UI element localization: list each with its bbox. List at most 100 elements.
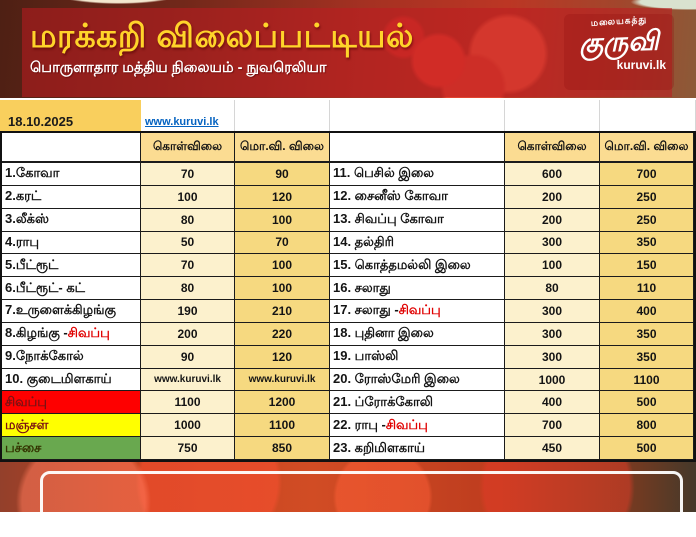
buy-price-right-4: 100: [505, 254, 600, 278]
row-label-text: 11. பெசில் இலை: [333, 165, 435, 181]
retail-price-right-9: 1100: [600, 368, 694, 392]
buy-price-left-5: 80: [141, 277, 235, 301]
col-header-retail-left: மொ.வி. விலை: [235, 133, 330, 163]
retail-price-right-1: 250: [600, 185, 694, 209]
buy-price-right-10: 400: [505, 391, 600, 415]
buy-price-right-11: 700: [505, 414, 600, 438]
buy-price-left-10: 1100: [141, 391, 235, 415]
footer-white-frame: [40, 471, 683, 537]
row-label-left-2: 3.லீக்ஸ்: [2, 208, 141, 232]
buy-price-right-9: 1000: [505, 368, 600, 392]
row-label-left-9: 10. குடைமிளகாய்: [2, 368, 141, 392]
retail-price-left-10: 1200: [235, 391, 330, 415]
date-row: 18.10.2025 www.kuruvi.lk: [0, 100, 696, 131]
buy-price-right-2: 200: [505, 208, 600, 232]
website-link[interactable]: www.kuruvi.lk: [145, 116, 219, 128]
row-label-right-6: 17. சலாது - சிவப்பு: [330, 300, 505, 323]
row-label-right-3: 14. தல்திரி: [330, 231, 505, 255]
row-label-right-11: 22. ராபு - சிவப்பு: [330, 414, 505, 438]
buy-price-left-4: 70: [141, 254, 235, 278]
row-label-text: 13. சிவப்பு கோவா: [333, 211, 444, 227]
retail-price-left-1: 120: [235, 185, 330, 209]
page-title: மரக்கறி விலைப்பட்டியல்: [30, 17, 414, 54]
row-label-left-6: 7.உருளைக்கிழங்கு: [2, 300, 141, 323]
row-label-right-1: 12. சைனீஸ் கோவா: [330, 185, 505, 209]
row-label-left-0: 1.கோவா: [2, 163, 141, 186]
price-table: கொள்விலை மொ.வி. விலை கொள்விலை மொ.வி. வில…: [0, 131, 696, 462]
retail-price-left-4: 100: [235, 254, 330, 278]
retail-price-right-8: 350: [600, 345, 694, 369]
buy-price-right-8: 300: [505, 345, 600, 369]
row-label-text: 2.கரட்: [5, 188, 42, 204]
header-blank-left: [2, 133, 141, 163]
row-label-left-10: சிவப்பு: [2, 391, 141, 415]
date-cell: 18.10.2025: [0, 100, 141, 131]
buy-price-left-9: www.kuruvi.lk: [141, 368, 235, 392]
row-label-left-8: 9.நோக்கோல்: [2, 345, 141, 369]
row-label-right-2: 13. சிவப்பு கோவா: [330, 208, 505, 232]
logo-site-text: kuruvi.lk: [616, 57, 666, 72]
row-label-text: 10. குடைமிளகாய்: [5, 371, 112, 387]
row-label-right-12: 23. கறிமிளகாய்: [330, 437, 505, 460]
buy-price-left-11: 1000: [141, 414, 235, 438]
row-label-right-8: 19. பாஸ்லி: [330, 345, 505, 369]
empty-cell: [505, 100, 600, 131]
row-label-right-7: 18. புதினா இலை: [330, 322, 505, 346]
buy-price-right-3: 300: [505, 231, 600, 255]
retail-price-left-8: 120: [235, 345, 330, 369]
banner-text-block: மரக்கறி விலைப்பட்டியல் பொருளாதார மத்திய …: [30, 17, 414, 78]
row-label-left-1: 2.கரட்: [2, 185, 141, 209]
retail-price-right-5: 110: [600, 277, 694, 301]
retail-price-right-6: 400: [600, 300, 694, 323]
retail-price-left-3: 70: [235, 231, 330, 255]
row-label-red-text: சிவப்பு: [398, 302, 441, 318]
date-label: 18.10.2025: [8, 114, 74, 129]
row-label-text: 9.நோக்கோல்: [5, 348, 84, 364]
row-label-text: 15. கொத்தமல்லி இலை: [333, 256, 471, 272]
col-header-buy-right: கொள்விலை: [505, 133, 600, 163]
buy-price-left-3: 50: [141, 231, 235, 255]
header-blank-right: [330, 133, 505, 163]
row-label-text: 21. ப்ரோக்கோலி: [333, 393, 433, 409]
row-label-text: 16. சலாது: [333, 279, 391, 295]
row-label-right-5: 16. சலாது: [330, 277, 505, 301]
banner-red-overlay: [22, 8, 672, 97]
row-label-text: 23. கறிமிளகாய்: [333, 439, 425, 455]
retail-price-right-11: 800: [600, 414, 694, 438]
retail-price-left-6: 210: [235, 300, 330, 323]
row-label-right-9: 20. ரோஸ்மேரி இலை: [330, 368, 505, 392]
row-label-right-4: 15. கொத்தமல்லி இலை: [330, 254, 505, 278]
row-label-text: 22. ராபு -: [333, 416, 386, 432]
row-label-text: 19. பாஸ்லி: [333, 348, 399, 364]
buy-price-right-6: 300: [505, 300, 600, 323]
row-label-right-10: 21. ப்ரோக்கோலி: [330, 391, 505, 415]
buy-price-right-7: 300: [505, 322, 600, 346]
buy-price-right-12: 450: [505, 437, 600, 460]
kuruvi-logo: மலையகத்து குருவி kuruvi.lk: [564, 14, 674, 90]
buy-price-left-6: 190: [141, 300, 235, 323]
empty-cell: [235, 100, 330, 131]
row-label-text: 20. ரோஸ்மேரி இலை: [333, 371, 460, 387]
buy-price-right-0: 600: [505, 163, 600, 186]
row-label-text: 7.உருளைக்கிழங்கு: [5, 302, 117, 318]
retail-price-left-7: 220: [235, 322, 330, 346]
col-header-buy-left: கொள்விலை: [141, 133, 235, 163]
col-header-retail-right: மொ.வி. விலை: [600, 133, 694, 163]
empty-cell: [330, 100, 505, 131]
retail-price-left-0: 90: [235, 163, 330, 186]
row-label-text: மஞ்சள்: [5, 416, 49, 432]
row-label-text: சிவப்பு: [5, 393, 47, 409]
buy-price-left-12: 750: [141, 437, 235, 460]
retail-price-right-7: 350: [600, 322, 694, 346]
row-label-left-11: மஞ்சள்: [2, 414, 141, 438]
row-label-text: பச்சை: [5, 439, 42, 455]
row-label-left-12: பச்சை: [2, 437, 141, 460]
buy-price-left-7: 200: [141, 322, 235, 346]
row-label-text: 18. புதினா இலை: [333, 325, 434, 341]
buy-price-left-0: 70: [141, 163, 235, 186]
row-label-left-3: 4.ராபு: [2, 231, 141, 255]
buy-price-left-1: 100: [141, 185, 235, 209]
row-label-text: 8.கிழங்கு -: [5, 325, 68, 341]
empty-cell: [600, 100, 696, 131]
row-label-red-text: சிவப்பு: [67, 325, 110, 341]
